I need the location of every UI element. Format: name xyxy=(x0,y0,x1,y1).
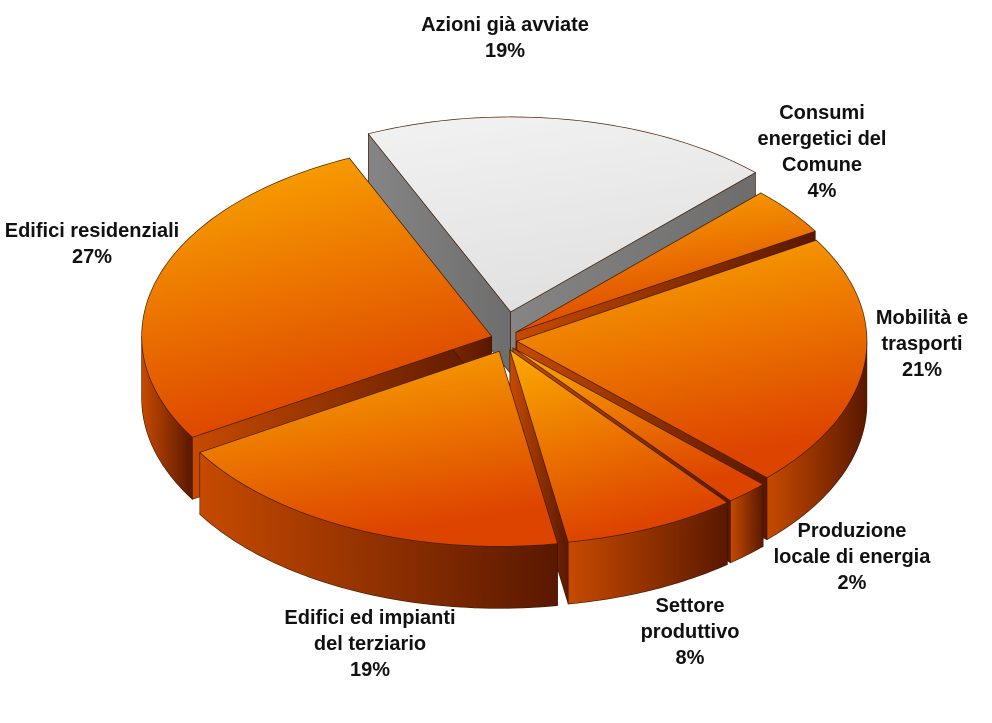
pie-slice xyxy=(512,347,764,502)
category-label: Azioni già avviate xyxy=(421,14,589,36)
pie-slice xyxy=(516,239,868,479)
value-label: 19% xyxy=(484,40,526,62)
value-label: 21% xyxy=(901,359,943,381)
category-label: Settore produttivo xyxy=(640,595,740,643)
value-label: 2% xyxy=(837,572,867,594)
value-label: 27% xyxy=(71,246,113,268)
slice-label: Azioni già avviate 19% xyxy=(420,12,590,64)
category-label: Mobilità e trasporti xyxy=(875,307,969,355)
slice-label: Produzione locale di energia 2% xyxy=(767,518,937,596)
pie-slice xyxy=(199,350,558,547)
value-label: 8% xyxy=(675,647,705,669)
slice-label: Edifici residenziali 27% xyxy=(2,218,182,270)
category-label: Consumi energetici del Comune xyxy=(757,102,887,176)
slice-label: Consumi energetici del Comune 4% xyxy=(732,100,912,204)
pie-slice xyxy=(515,192,816,333)
category-label: Edifici ed impianti del terziario xyxy=(284,607,456,655)
value-label: 4% xyxy=(807,180,837,202)
slice-label: Edifici ed impianti del terziario 19% xyxy=(275,605,465,683)
slice-label: Settore produttivo 8% xyxy=(610,593,770,671)
pie-slice xyxy=(141,157,493,438)
value-label: 19% xyxy=(349,659,391,681)
slice-label: Mobilità e trasporti 21% xyxy=(852,305,992,383)
pie-slice xyxy=(509,348,729,543)
pie-slice xyxy=(367,116,757,313)
category-label: Produzione locale di energia xyxy=(773,520,931,568)
category-label: Edifici residenziali xyxy=(4,220,180,242)
